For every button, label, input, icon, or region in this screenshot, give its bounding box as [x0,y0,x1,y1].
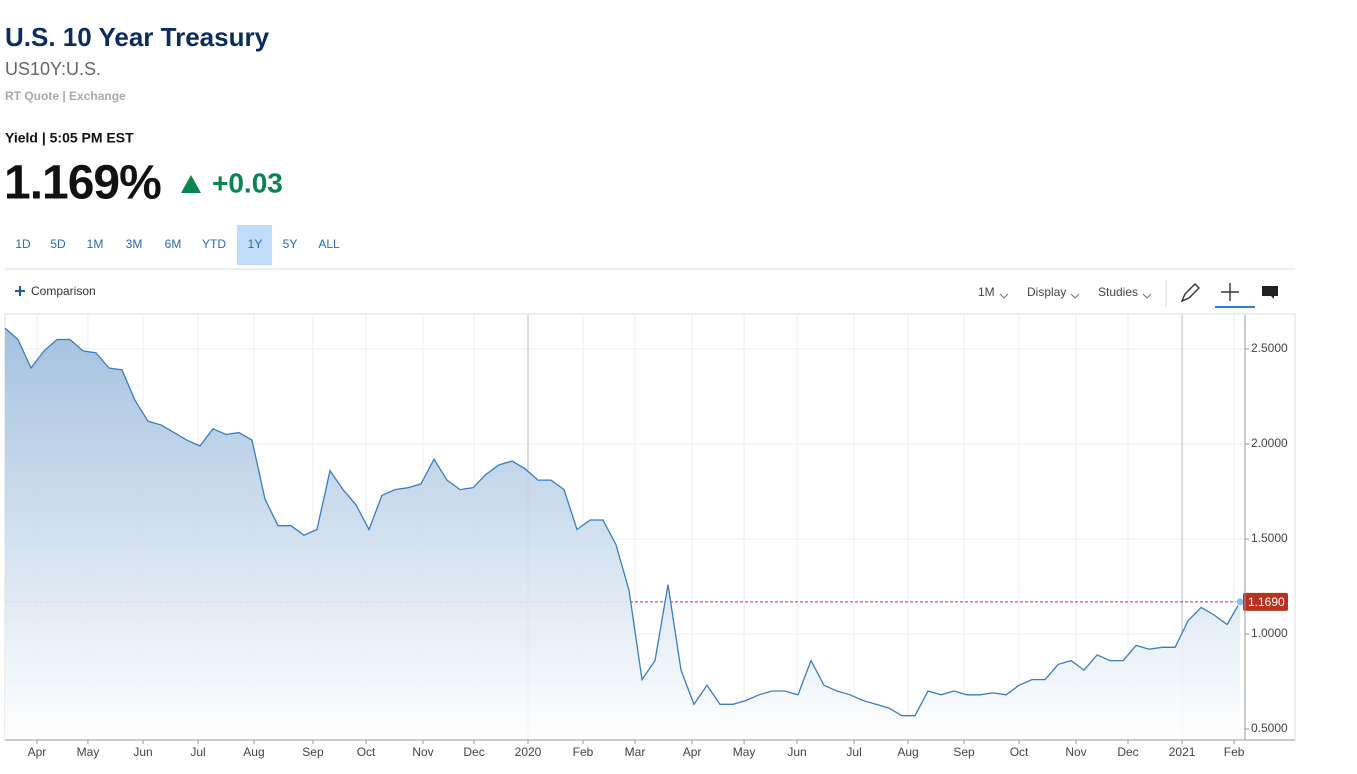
x-tick-label: Jul [846,745,861,759]
x-tick-label: Jul [190,745,205,759]
chevron [999,293,1009,299]
range-label: 5D [50,237,66,251]
range-label: ALL [318,237,340,251]
comparison-label: Comparison [31,284,96,298]
source: RT Quote | Exchange [5,89,126,103]
x-tick-label: Jun [787,745,806,759]
chart: 0.5000 1.0000 1.5000 2.0000 2.5000 Apr May Jun J… [4,315,1295,759]
range-buttons: 1D 5D 1M 3M 6M YTD 1Y 5Y ALL [15,225,340,265]
last-point [1235,597,1245,607]
y-tick-label: 1.0000 [1251,626,1288,640]
range-button[interactable]: 1M [87,237,104,251]
comparison-button[interactable]: Comparison [15,284,96,298]
range-button[interactable]: 1D [15,237,31,251]
up-arrow [181,175,201,193]
x-tick-label: 2020 [515,745,542,759]
price: 1.169% [4,157,161,210]
chevron [1142,293,1152,299]
x-tick-label: Oct [357,745,376,759]
title: U.S. 10 Year Treasury [5,22,270,52]
x-tick-label: Dec [463,745,484,759]
range-button[interactable]: ALL [318,237,340,251]
range-button[interactable]: 1Y [237,225,272,265]
x-tick-label: Oct [1010,745,1029,759]
y-tick-label: 2.5000 [1251,341,1288,355]
range-button[interactable]: 6M [165,237,182,251]
x-tick-label: Mar [625,745,646,759]
quote-label: Yield | 5:05 PM EST [5,130,134,146]
range-label: 1M [87,237,104,251]
x-tick-label: Dec [1117,745,1138,759]
active-range-bg [237,225,272,265]
display-menu[interactable]: Display [1027,285,1080,299]
x-tick-label: May [733,745,756,759]
last-price-label: 1.1690 [1248,595,1285,609]
y-tick-label: 2.0000 [1251,436,1288,450]
range-button[interactable]: YTD [202,237,226,251]
area-fill [5,328,1241,740]
change: +0.03 [212,167,283,198]
x-tick-label: Nov [412,745,433,759]
crosshair-icon[interactable] [1221,283,1239,301]
x-tick-label: Aug [897,745,918,759]
interval-label: 1M [978,285,995,299]
range-button[interactable]: 5Y [283,237,298,251]
chevron [1070,293,1080,299]
x-tick-label: Feb [1224,745,1245,759]
x-tick-label: May [77,745,100,759]
y-tick-label: 1.5000 [1251,531,1288,545]
range-label: 1Y [248,237,263,251]
x-tick-label: Sep [953,745,975,759]
interval-menu[interactable]: 1M [978,285,1009,299]
range-label: YTD [202,237,226,251]
range-button[interactable]: 5D [50,237,66,251]
x-tick-label: Nov [1065,745,1086,759]
symbol: US10Y:U.S. [5,59,101,79]
range-label: 1D [15,237,31,251]
plus-icon [15,286,25,296]
x-tick-label: Feb [573,745,594,759]
x-tick-label: Aug [243,745,264,759]
range-button[interactable]: 3M [126,237,143,251]
display-label: Display [1027,285,1066,299]
studies-menu[interactable]: Studies [1098,285,1152,299]
range-label: 5Y [283,237,298,251]
x-tick-label: Apr [28,745,47,759]
yield-line [4,327,1241,717]
last-price-badge [1243,592,1288,611]
range-label: 6M [165,237,182,251]
x-tick-label: Jun [133,745,152,759]
studies-label: Studies [1098,285,1138,299]
x-tick-label: 2021 [1169,745,1196,759]
x-tick-label: Apr [683,745,702,759]
comment-icon[interactable] [1262,286,1278,299]
range-label: 3M [126,237,143,251]
draw-icon[interactable] [1180,283,1200,303]
y-tick-label: 0.5000 [1251,721,1288,735]
x-tick-label: Sep [302,745,324,759]
